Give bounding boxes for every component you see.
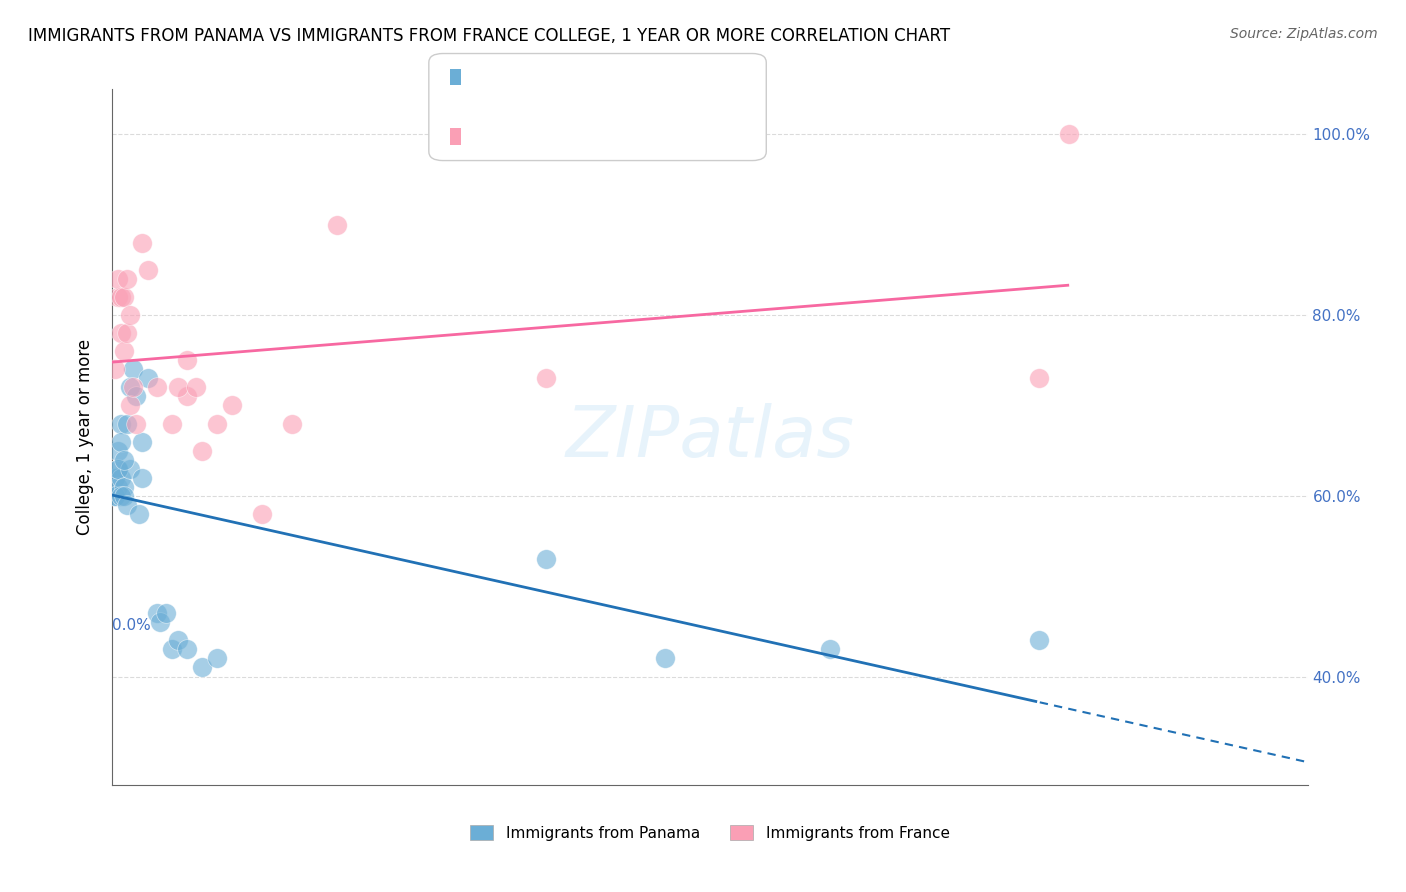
Point: [176, 353, 198, 368]
Point: [117, 326, 139, 341]
Point: [117, 272, 139, 286]
Point: [534, 371, 557, 385]
Point: [122, 362, 145, 376]
Point: [138, 263, 160, 277]
Text: IMMIGRANTS FROM PANAMA VS IMMIGRANTS FROM FRANCE COLLEGE, 1 YEAR OR MORE CORRELA: IMMIGRANTS FROM PANAMA VS IMMIGRANTS FRO…: [28, 27, 950, 45]
Point: [221, 399, 243, 413]
Point: [146, 380, 169, 394]
Point: [107, 443, 129, 458]
Point: [120, 308, 142, 322]
Point: [104, 489, 127, 503]
Point: [176, 389, 198, 403]
Point: [114, 452, 135, 467]
Point: [191, 443, 214, 458]
Text: R = -0.271: R = -0.271: [464, 78, 564, 96]
Point: [110, 489, 132, 503]
Point: [155, 607, 177, 621]
Point: [146, 607, 169, 621]
Point: [131, 235, 153, 250]
Point: [104, 471, 127, 485]
Point: [110, 471, 132, 485]
Point: [114, 344, 135, 359]
Point: [205, 651, 228, 665]
Point: [138, 371, 160, 385]
Point: [131, 434, 153, 449]
Point: [107, 272, 129, 286]
Point: [125, 417, 148, 431]
Point: [117, 498, 139, 512]
Point: [114, 290, 135, 304]
Point: [107, 461, 129, 475]
Point: [131, 471, 153, 485]
Point: [654, 651, 676, 665]
Point: [176, 642, 198, 657]
Point: [110, 290, 132, 304]
Point: [167, 633, 190, 648]
Point: [162, 642, 183, 657]
Point: [162, 417, 183, 431]
Point: [1028, 633, 1050, 648]
Point: [120, 399, 142, 413]
Point: [167, 380, 190, 394]
Point: [120, 380, 142, 394]
Point: [191, 660, 214, 674]
Text: R =  0.031: R = 0.031: [464, 138, 564, 156]
Point: [149, 615, 172, 630]
Text: Source: ZipAtlas.com: Source: ZipAtlas.com: [1230, 27, 1378, 41]
Point: [128, 507, 150, 521]
Point: [107, 290, 129, 304]
Point: [1057, 128, 1080, 142]
Point: [107, 461, 129, 475]
Point: [250, 507, 273, 521]
Point: [281, 417, 304, 431]
Point: [110, 417, 132, 431]
Point: [122, 380, 145, 394]
Point: [110, 434, 132, 449]
Y-axis label: College, 1 year or more: College, 1 year or more: [76, 339, 94, 535]
Legend: Immigrants from Panama, Immigrants from France: Immigrants from Panama, Immigrants from …: [464, 819, 956, 847]
Point: [1028, 371, 1050, 385]
Text: 0.0%: 0.0%: [112, 618, 152, 633]
Text: ZIPatlas: ZIPatlas: [565, 402, 855, 472]
Point: [104, 362, 127, 376]
Point: [114, 489, 135, 503]
Point: [104, 489, 127, 503]
Point: [114, 480, 135, 494]
Point: [117, 417, 139, 431]
Text: N = 36: N = 36: [612, 78, 672, 96]
Point: [818, 642, 841, 657]
Text: N = 30: N = 30: [612, 138, 672, 156]
Point: [120, 461, 142, 475]
Point: [534, 552, 557, 566]
Point: [325, 218, 347, 232]
Point: [107, 480, 129, 494]
Point: [110, 326, 132, 341]
Point: [186, 380, 208, 394]
Point: [125, 389, 148, 403]
Point: [205, 417, 228, 431]
